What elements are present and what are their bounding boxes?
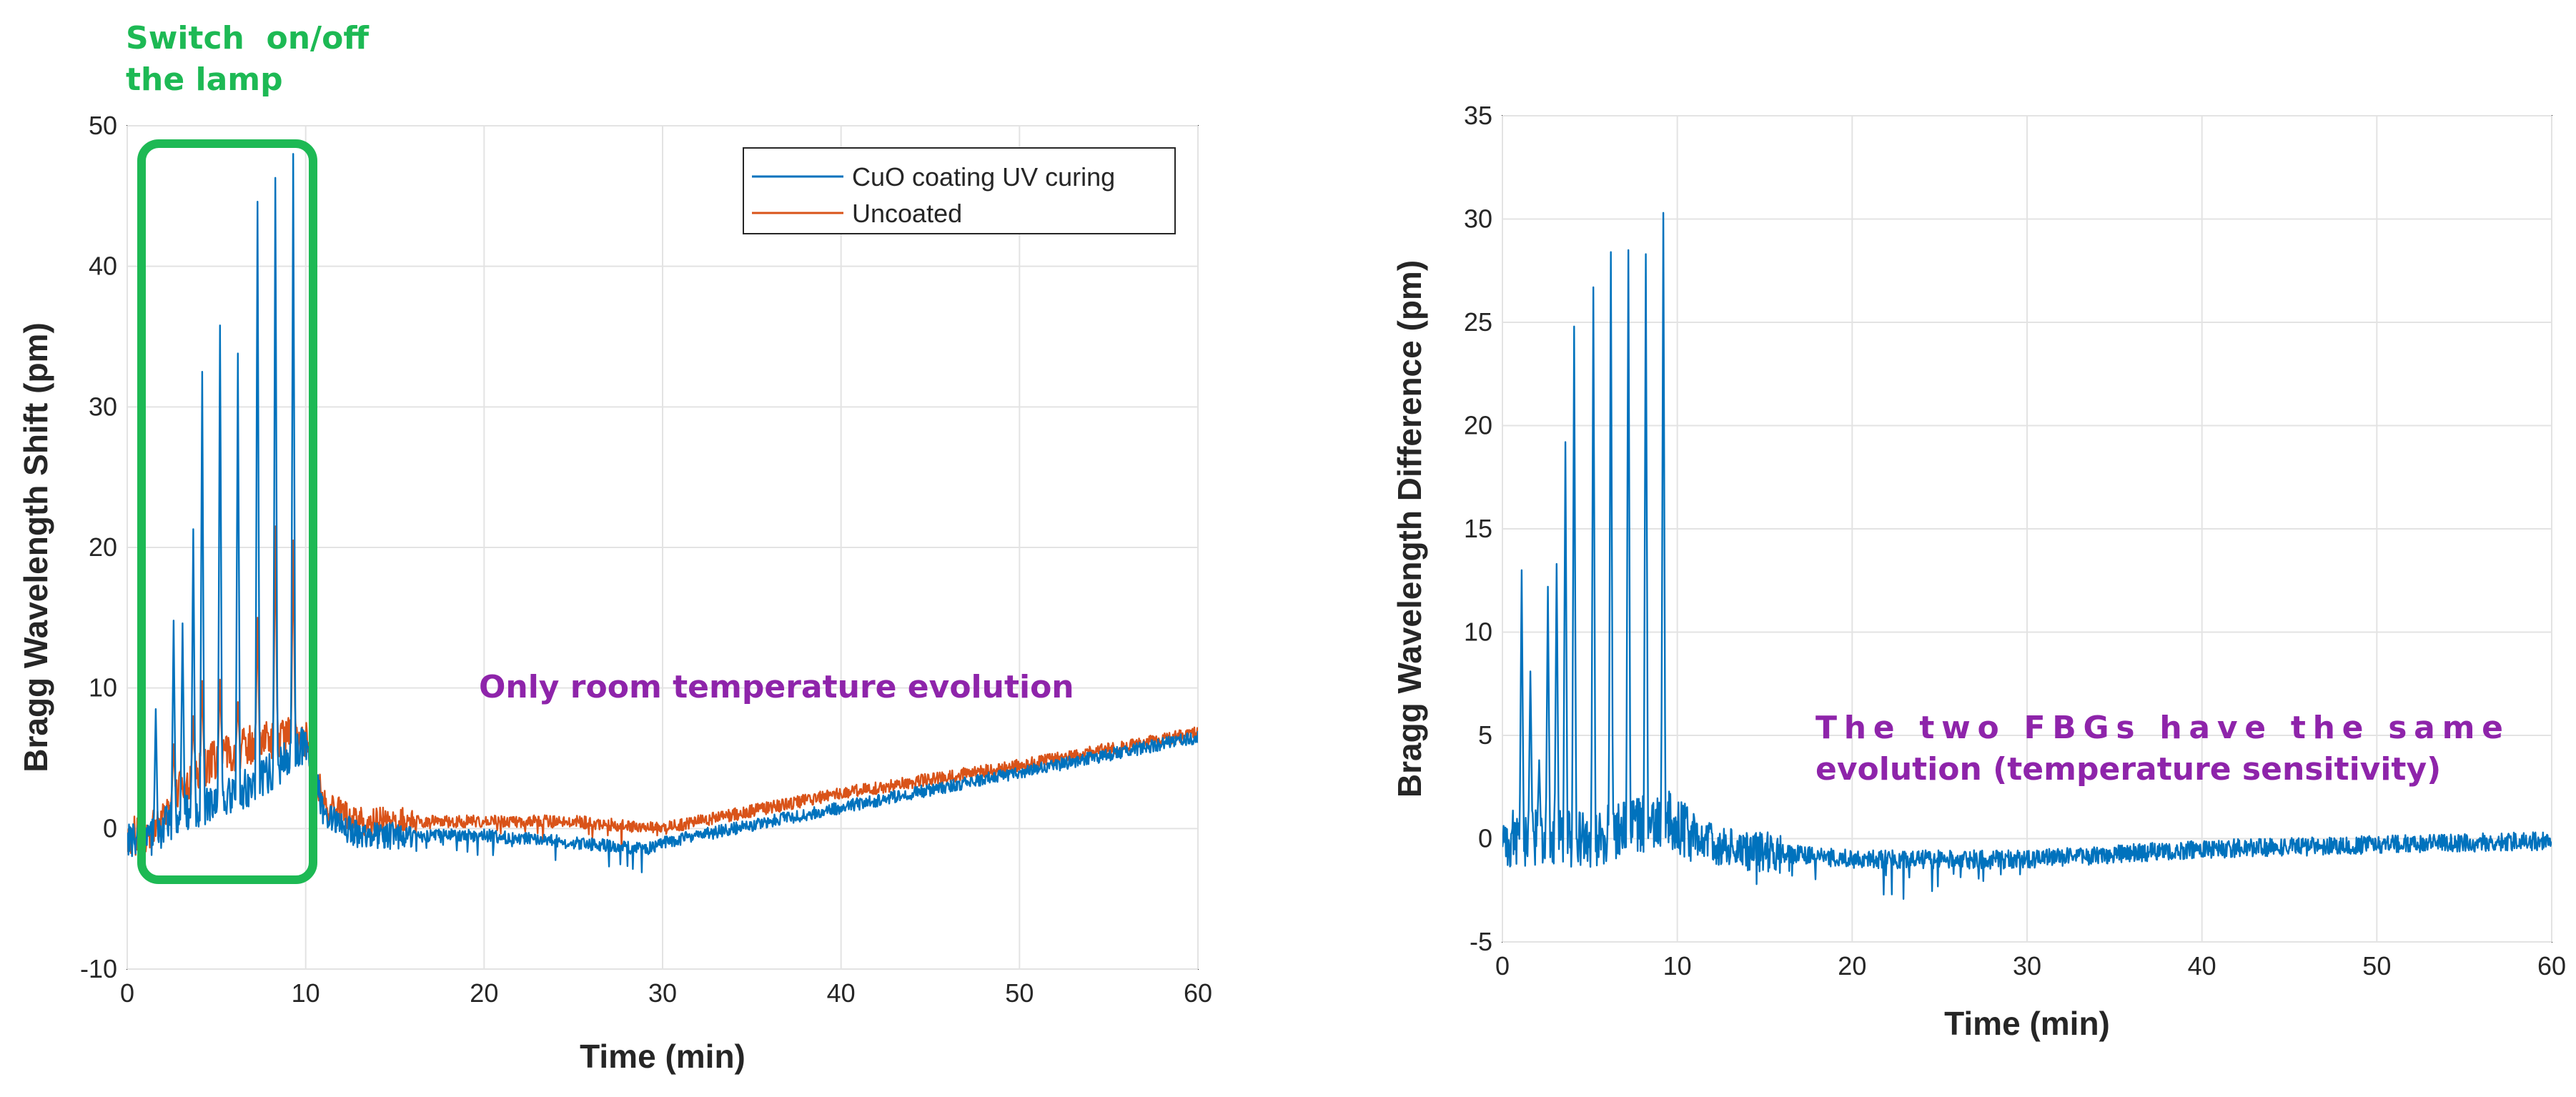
- x-tick-label: 40: [2188, 951, 2216, 981]
- right-grid: [1502, 115, 2552, 943]
- y-tick-label: 40: [89, 252, 117, 281]
- x-tick-label: 0: [120, 978, 134, 1008]
- x-tick-label: 10: [1663, 951, 1692, 981]
- right-series-group: [1502, 212, 2552, 900]
- series-line-0: [1502, 212, 2552, 900]
- legend-box: [743, 147, 1176, 234]
- legend-label-uncoated: Uncoated: [852, 199, 962, 228]
- y-tick-label: -10: [80, 954, 117, 983]
- right-x-axis-label: Time (min): [1944, 1005, 2110, 1042]
- y-tick-label: 35: [1464, 101, 1492, 130]
- y-tick-label: 30: [89, 392, 117, 421]
- right-y-ticks: -5 0 5 10 15 20 25 30 35: [1464, 101, 1492, 956]
- left-legend: CuO coating UV curing Uncoated: [743, 147, 1176, 234]
- series-line-0: [127, 153, 1198, 873]
- left-x-ticks: 0 10 20 30 40 50 60: [120, 978, 1212, 1008]
- x-tick-label: 60: [1184, 978, 1212, 1008]
- x-tick-label: 20: [1838, 951, 1866, 981]
- left-series-group: [127, 153, 1198, 873]
- x-tick-label: 50: [1005, 978, 1034, 1008]
- y-tick-label: 10: [1464, 617, 1492, 647]
- switch-lamp-highlight-box: [137, 139, 317, 884]
- fbg-label-line1: The two FBGs have the same: [1815, 710, 2503, 746]
- x-tick-label: 50: [2362, 951, 2391, 981]
- y-tick-label: 50: [89, 111, 117, 140]
- y-tick-label: 20: [89, 532, 117, 562]
- y-tick-label: 10: [89, 673, 117, 703]
- x-tick-label: 0: [1495, 951, 1510, 981]
- switch-lamp-label-line1: Switch on/off: [126, 20, 370, 56]
- right-x-ticks: 0 10 20 30 40 50 60: [1495, 951, 2566, 981]
- left-x-axis-label: Time (min): [580, 1038, 745, 1075]
- y-tick-label: 30: [1464, 204, 1492, 234]
- y-tick-label: 20: [1464, 411, 1492, 440]
- room-temperature-label: Only room temperature evolution: [479, 669, 1074, 705]
- x-tick-label: 20: [470, 978, 498, 1008]
- x-tick-label: 40: [827, 978, 856, 1008]
- legend-label-cuo: CuO coating UV curing: [852, 162, 1115, 192]
- y-tick-label: 0: [1478, 824, 1492, 853]
- x-tick-label: 60: [2537, 951, 2566, 981]
- switch-lamp-label-line2: the lamp: [126, 61, 283, 98]
- x-tick-label: 10: [292, 978, 320, 1008]
- left-grid: [127, 125, 1199, 970]
- y-tick-label: -5: [1470, 927, 1492, 956]
- x-tick-label: 30: [2013, 951, 2041, 981]
- left-y-ticks: -10 0 10 20 30 40 50: [80, 111, 117, 983]
- x-tick-label: 30: [648, 978, 677, 1008]
- right-y-axis-label: Bragg Wavelength Difference (pm): [1391, 260, 1428, 798]
- fbg-label-line2: evolution (temperature sensitivity): [1815, 751, 2441, 788]
- y-tick-label: 15: [1464, 514, 1492, 543]
- y-tick-label: 5: [1478, 720, 1492, 750]
- left-y-axis-label: Bragg Wavelength Shift (pm): [17, 322, 54, 773]
- y-tick-label: 25: [1464, 307, 1492, 337]
- y-tick-label: 0: [103, 813, 117, 843]
